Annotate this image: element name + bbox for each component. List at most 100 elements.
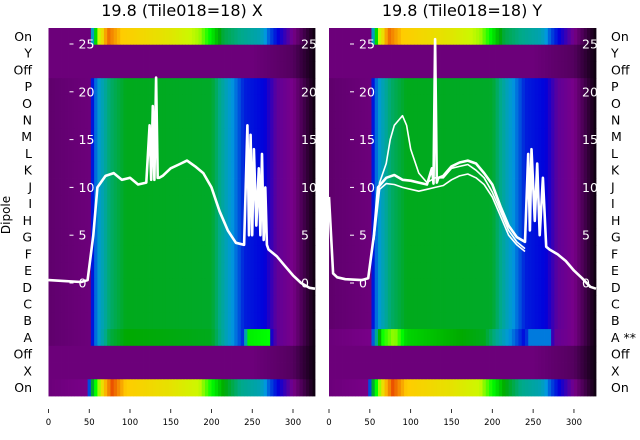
heatmap-cell <box>351 379 356 397</box>
heatmap-cell <box>71 195 75 213</box>
heatmap-cell <box>436 94 441 113</box>
heatmap-cell <box>126 212 131 230</box>
heatmap-cell <box>149 78 154 96</box>
heatmap-cell <box>573 145 578 163</box>
heatmap-cell <box>146 295 150 313</box>
heatmap-cell <box>218 94 222 113</box>
heatmap-cell <box>149 329 154 347</box>
heatmap-cell <box>459 295 464 313</box>
heatmap-cell <box>570 178 575 196</box>
inner-y-tick-label: 20 <box>79 84 95 99</box>
heatmap-cell <box>172 245 177 263</box>
heatmap-cell <box>276 228 281 246</box>
heatmap-cell <box>583 245 588 263</box>
heatmap-cell <box>374 28 379 46</box>
heatmap-cell <box>521 212 526 230</box>
heatmap-cell <box>133 61 137 79</box>
heatmap-cell <box>185 128 190 146</box>
heatmap-cell <box>544 111 549 129</box>
heatmap-cell <box>116 212 121 230</box>
heatmap-cell <box>475 44 480 62</box>
heatmap-cell <box>139 94 144 113</box>
heatmap-cell <box>126 94 131 113</box>
heatmap-cell <box>407 94 412 113</box>
heatmap-cell <box>156 245 160 263</box>
heatmap-cell <box>87 212 92 230</box>
heatmap-cell <box>146 379 150 397</box>
heatmap-cell <box>68 245 72 263</box>
heatmap-cell <box>440 212 444 230</box>
heatmap-cell <box>146 329 150 347</box>
heatmap-cell <box>90 278 95 297</box>
heatmap-cell <box>214 278 219 297</box>
heatmap-cell <box>534 212 539 230</box>
inner-y-tick-label-right: 15 <box>582 132 598 147</box>
heatmap-cell <box>169 161 173 179</box>
heatmap-cell <box>387 128 392 146</box>
heatmap-cell <box>492 295 496 313</box>
heatmap-cell <box>391 145 395 163</box>
heatmap-cell <box>485 94 490 113</box>
heatmap-cell <box>299 44 304 62</box>
heatmap-cell <box>466 312 470 330</box>
heatmap-cell <box>100 295 105 313</box>
heatmap-cell <box>564 128 568 146</box>
heatmap-cell <box>371 379 376 397</box>
heatmap-cell <box>351 195 356 213</box>
inner-y-tick-label-right: 20 <box>301 84 317 99</box>
heatmap-cell <box>400 228 405 246</box>
heatmap-cell <box>61 312 66 330</box>
heatmap-cell <box>129 379 134 397</box>
heatmap-cell <box>136 345 141 363</box>
heatmap-cell <box>573 178 578 196</box>
heatmap-cell <box>332 44 336 62</box>
heatmap-cell <box>381 362 385 380</box>
heatmap-cell <box>456 312 461 330</box>
heatmap-cell <box>231 128 235 146</box>
heatmap-cell <box>462 61 467 79</box>
heatmap-cell <box>77 295 82 313</box>
heatmap-cell <box>306 329 310 347</box>
heatmap-cell <box>201 94 206 113</box>
heatmap-cell <box>123 128 128 146</box>
heatmap-cell <box>495 212 500 230</box>
heatmap-cell <box>74 161 79 179</box>
heatmap-cell <box>214 161 219 179</box>
heatmap-cell <box>551 345 555 363</box>
heatmap-cell <box>361 44 366 62</box>
heatmap-cell <box>466 161 470 179</box>
heatmap-cell <box>505 362 510 380</box>
heatmap-cell <box>185 178 190 196</box>
heatmap-cell <box>120 362 124 380</box>
heatmap-cell <box>279 111 284 129</box>
heatmap-cell <box>299 379 304 397</box>
heatmap-cell <box>538 345 542 363</box>
heatmap-cell <box>263 78 268 96</box>
heatmap-cell <box>126 28 131 46</box>
heatmap-cell <box>557 78 562 96</box>
heatmap-cell <box>413 128 418 146</box>
heatmap-cell <box>279 295 284 313</box>
heatmap-cell <box>534 111 539 129</box>
row-label: J <box>27 179 32 194</box>
row-label: E <box>611 263 619 278</box>
heatmap-cell <box>351 278 356 297</box>
heatmap-cell <box>257 345 261 363</box>
heatmap-cell <box>570 312 575 330</box>
heatmap-cell <box>554 61 559 79</box>
heatmap-cell <box>84 128 89 146</box>
heatmap-cell <box>564 312 568 330</box>
heatmap-cell <box>123 329 128 347</box>
heatmap-cell <box>459 145 464 163</box>
heatmap-cell <box>547 262 552 280</box>
heatmap-cell <box>528 262 532 280</box>
heatmap-cell <box>191 379 196 397</box>
heatmap-cell <box>224 178 229 196</box>
heatmap-cell <box>292 78 297 96</box>
heatmap-cell <box>567 228 572 246</box>
heatmap-cell <box>198 362 203 380</box>
heatmap-cell <box>466 28 470 46</box>
heatmap-cell <box>469 228 474 246</box>
heatmap-cell <box>129 178 134 196</box>
heatmap-cell <box>204 28 209 46</box>
